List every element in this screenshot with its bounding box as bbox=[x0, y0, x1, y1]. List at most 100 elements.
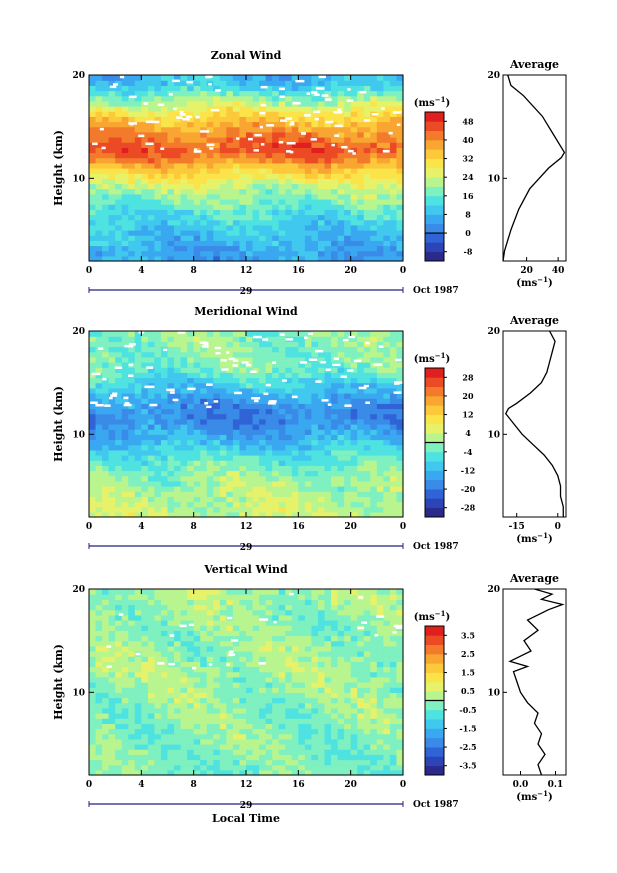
heatmap-cell bbox=[187, 121, 195, 128]
heatmap-cell bbox=[89, 408, 97, 415]
heatmap-cell bbox=[121, 496, 129, 503]
heatmap-cell bbox=[167, 480, 175, 487]
heatmap-cell bbox=[141, 387, 149, 394]
heatmap-cell bbox=[265, 188, 273, 195]
heatmap-cell bbox=[252, 491, 260, 497]
heatmap-cell bbox=[232, 393, 241, 399]
heatmap-cell bbox=[154, 635, 162, 642]
average-x-label: (ms−1) bbox=[516, 275, 552, 289]
heatmap-cell bbox=[389, 491, 398, 497]
heatmap-cell bbox=[278, 142, 286, 148]
heatmap-cell bbox=[193, 90, 201, 97]
heatmap-cell bbox=[370, 147, 378, 154]
heatmap-cell bbox=[108, 480, 116, 487]
heatmap-cell bbox=[174, 671, 182, 678]
heatmap-cell bbox=[291, 413, 299, 420]
heatmap-cell bbox=[167, 173, 175, 179]
heatmap-cell bbox=[265, 116, 273, 123]
data-gap bbox=[310, 91, 318, 94]
heatmap-cell bbox=[259, 341, 267, 348]
heatmap-cell bbox=[389, 95, 398, 102]
heatmap-cell bbox=[95, 137, 103, 143]
heatmap-cell bbox=[180, 398, 188, 404]
heatmap-cell bbox=[154, 95, 162, 102]
heatmap-cell bbox=[272, 749, 280, 755]
heatmap-cell bbox=[252, 403, 260, 410]
heatmap-cell bbox=[174, 199, 182, 205]
heatmap-cell bbox=[226, 630, 234, 637]
heatmap-cell bbox=[108, 614, 116, 621]
heatmap-cell bbox=[134, 470, 142, 477]
heatmap-cell bbox=[187, 336, 195, 342]
heatmap-cell bbox=[180, 377, 188, 384]
heatmap-cell bbox=[121, 666, 129, 673]
heatmap-cell bbox=[304, 470, 313, 477]
heatmap-cell bbox=[239, 697, 247, 704]
heatmap-cell bbox=[278, 439, 286, 446]
heatmap-cell bbox=[331, 403, 339, 410]
heatmap-cell bbox=[376, 382, 384, 389]
colorbar-swatch bbox=[425, 121, 444, 132]
heatmap-cell bbox=[213, 480, 221, 487]
heatmap-cell bbox=[232, 214, 241, 221]
heatmap-cell bbox=[89, 382, 97, 389]
heatmap-cell bbox=[95, 656, 103, 662]
heatmap-cell bbox=[265, 589, 273, 595]
heatmap-cell bbox=[147, 111, 156, 117]
heatmap-cell bbox=[291, 501, 299, 508]
heatmap-cell bbox=[226, 224, 234, 231]
heatmap-cell bbox=[298, 219, 306, 226]
heatmap-cell bbox=[226, 506, 234, 513]
heatmap-cell bbox=[350, 331, 358, 337]
heatmap-cell bbox=[102, 142, 110, 148]
heatmap-cell bbox=[89, 625, 97, 631]
heatmap-cell bbox=[134, 625, 142, 631]
heatmap-cell bbox=[160, 255, 169, 262]
heatmap-cell bbox=[324, 230, 332, 236]
heatmap-cell bbox=[337, 449, 345, 456]
heatmap-cell bbox=[370, 95, 378, 102]
heatmap-cell bbox=[285, 356, 293, 363]
heatmap-cell bbox=[350, 336, 358, 342]
heatmap-cell bbox=[200, 121, 208, 128]
heatmap-cell bbox=[324, 403, 332, 410]
heatmap-cell bbox=[89, 439, 97, 446]
heatmap-cell bbox=[246, 162, 254, 169]
heatmap-cell bbox=[370, 116, 378, 123]
heatmap-cell bbox=[344, 209, 352, 216]
heatmap-cell bbox=[160, 131, 169, 138]
heatmap-cell bbox=[298, 723, 306, 730]
heatmap-cell bbox=[147, 413, 156, 420]
heatmap-cell bbox=[265, 100, 273, 107]
heatmap-cell bbox=[246, 131, 254, 138]
heatmap-cell bbox=[147, 702, 156, 709]
heatmap-cell bbox=[193, 100, 201, 107]
heatmap-cell bbox=[187, 744, 195, 750]
heatmap-cell bbox=[357, 240, 365, 247]
heatmap-cell bbox=[252, 137, 260, 143]
heatmap-cell bbox=[278, 713, 286, 719]
heatmap-cell bbox=[95, 367, 103, 373]
heatmap-cell bbox=[95, 429, 103, 435]
heatmap-cell bbox=[252, 126, 260, 133]
heatmap-cell bbox=[193, 126, 201, 133]
unit-close: ) bbox=[548, 534, 553, 545]
heatmap-cell bbox=[154, 331, 162, 337]
heatmap-cell bbox=[200, 255, 208, 262]
heatmap-cell bbox=[226, 204, 234, 210]
heatmap-cell bbox=[252, 640, 260, 647]
heatmap-cell bbox=[206, 367, 214, 373]
heatmap-cell bbox=[141, 240, 149, 247]
heatmap-cell bbox=[141, 351, 149, 358]
heatmap-cell bbox=[115, 85, 123, 92]
heatmap-cell bbox=[363, 429, 371, 435]
colorbar-swatch bbox=[425, 386, 444, 397]
heatmap-cell bbox=[337, 95, 345, 102]
heatmap-cell bbox=[265, 162, 273, 169]
heatmap-cell bbox=[134, 635, 142, 642]
heatmap-cell bbox=[252, 413, 260, 420]
heatmap-cell bbox=[147, 240, 156, 247]
heatmap-cell bbox=[389, 418, 398, 425]
heatmap-cell bbox=[344, 346, 352, 353]
heatmap-cell bbox=[246, 204, 254, 210]
